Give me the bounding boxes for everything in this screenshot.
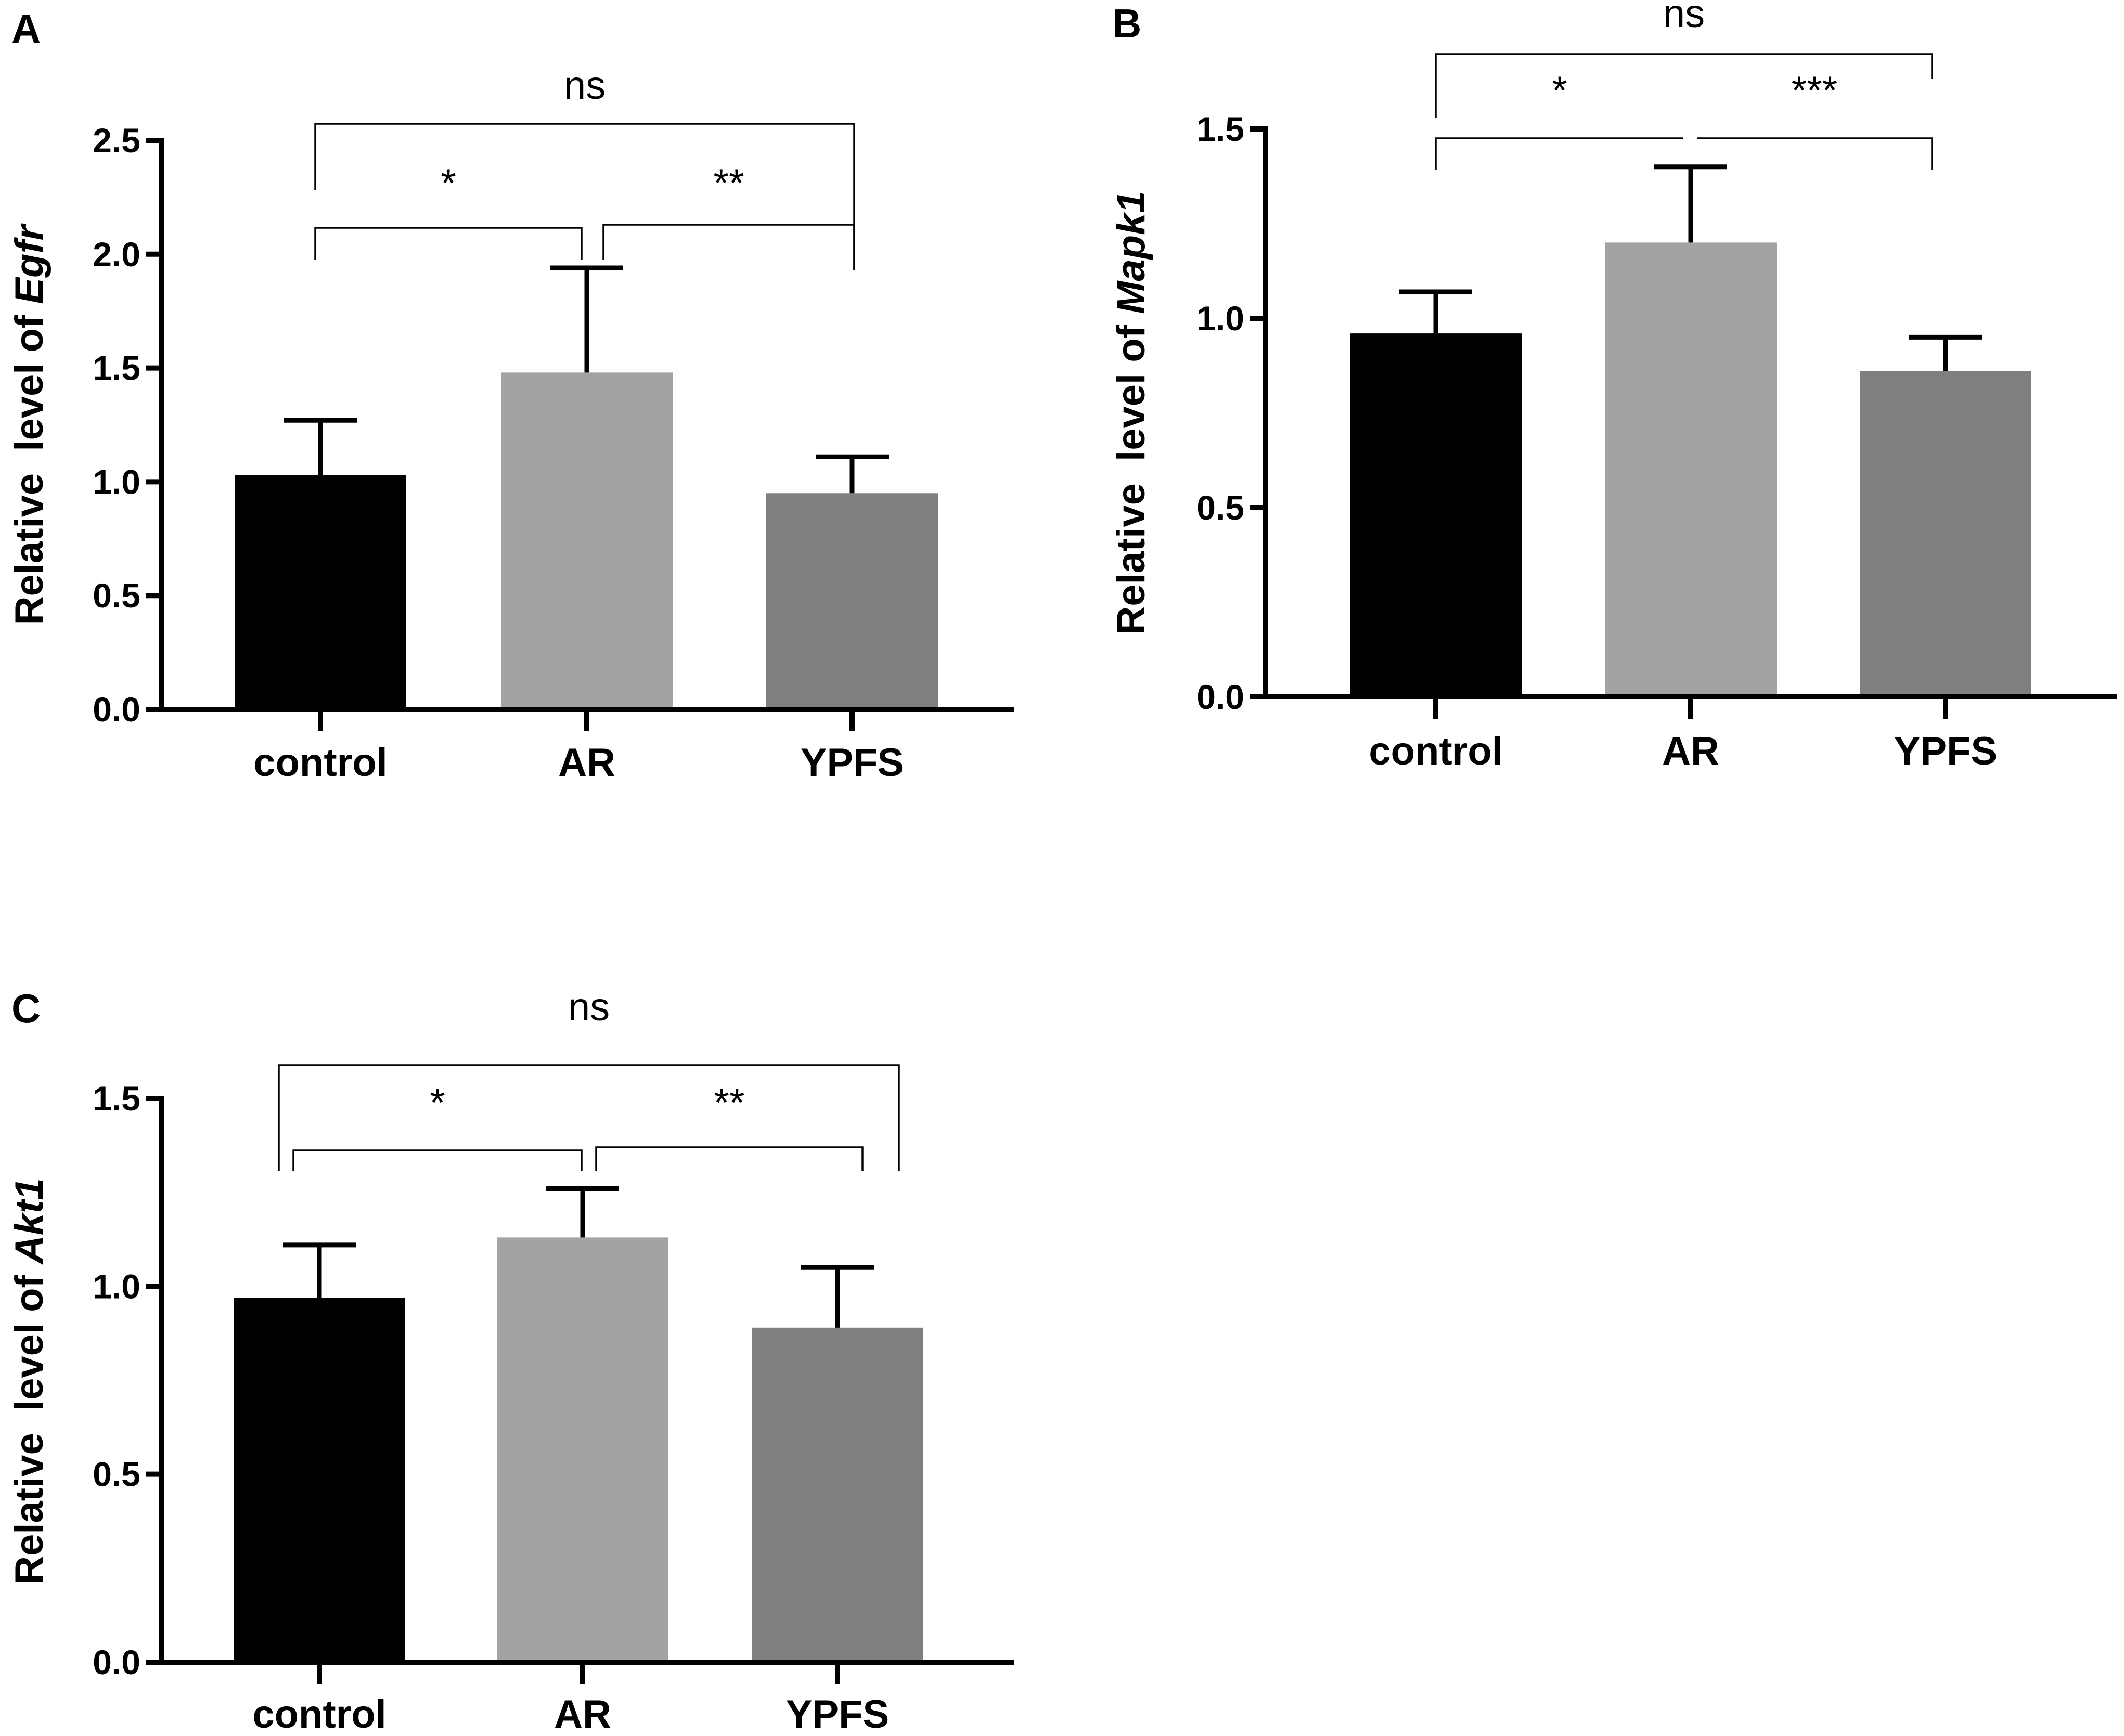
y-axis-label: Relative level of Akt1 (7, 1178, 52, 1584)
significance-label: ** (714, 1081, 744, 1125)
significance-label: ns (568, 985, 610, 1029)
y-axis-label: Relative level of Egfr (7, 223, 52, 625)
y-tick-label: 2.5 (93, 121, 140, 160)
y-tick-label: 1.5 (1196, 110, 1244, 148)
significance-label: * (430, 1081, 445, 1125)
y-axis-label: Relative level of Mapk1 (1109, 191, 1153, 634)
bar-ypfs (752, 1327, 923, 1662)
y-tick-label: 1.5 (93, 1079, 140, 1118)
panel-letter: A (11, 6, 41, 51)
chart-panel-b: B 0.0 0.5 1.0 1.5 control AR YPFS Relative level… (1109, 0, 2117, 773)
gene-name: Mapk1 (1109, 191, 1153, 314)
y-tick-label: 1.5 (93, 349, 140, 387)
significance-bracket (314, 227, 583, 260)
y-tick-label: 1.0 (1196, 299, 1244, 338)
y-tick-label: 1.0 (93, 462, 140, 501)
bar-ar (501, 372, 673, 709)
significance-bracket (602, 224, 855, 270)
x-tick-label: AR (1662, 729, 1719, 773)
x-tick-label: control (253, 741, 388, 785)
y-tick-label: 2.0 (93, 235, 140, 274)
significance-bracket (1697, 137, 1933, 170)
gene-name: Akt1 (7, 1178, 52, 1265)
bar-control (1350, 333, 1522, 697)
significance-bracket (278, 1064, 900, 1171)
significance-bracket (1435, 137, 1683, 170)
panel-letter: B (1112, 1, 1141, 46)
x-tick-label: YPFS (786, 1692, 890, 1736)
y-tick-label: 0.0 (1196, 678, 1244, 716)
significance-label: * (1552, 69, 1567, 113)
bar-ar (497, 1237, 668, 1662)
y-tick-label: 0.5 (93, 576, 140, 615)
x-tick-label: AR (554, 1692, 611, 1736)
y-tick-label: 0.5 (93, 1455, 140, 1494)
x-tick-label: AR (558, 741, 615, 785)
bar-ypfs (1860, 371, 2031, 697)
y-tick-label: 1.0 (93, 1267, 140, 1305)
panel-letter: C (11, 986, 41, 1031)
significance-label: *** (1792, 69, 1838, 113)
y-tick-label: 0.5 (1196, 488, 1244, 527)
significance-label: ns (564, 63, 606, 108)
significance-bracket (1435, 53, 1933, 118)
bar-ar (1605, 242, 1777, 697)
significance-bracket (314, 123, 855, 270)
bar-control (234, 1298, 405, 1662)
significance-label: * (441, 161, 456, 205)
bar-ypfs (766, 493, 938, 709)
x-tick-label: control (1369, 729, 1503, 773)
x-tick-label: control (252, 1692, 387, 1736)
chart-panel-c: C 0.0 0.5 1.0 1.5 control AR YPFS Relative level… (7, 985, 1014, 1736)
x-tick-label: YPFS (801, 741, 904, 785)
y-tick-label: 0.0 (93, 1643, 140, 1681)
gene-name: Egfr (7, 223, 52, 304)
chart-panel-a: A 0.0 0.5 1.0 1.5 2.0 2.5 control AR YPFS Relative… (7, 6, 1014, 785)
significance-label: ** (713, 161, 744, 205)
x-tick-label: YPFS (1894, 729, 1998, 773)
y-tick-label: 0.0 (93, 690, 140, 729)
significance-bracket (292, 1149, 583, 1171)
bar-control (235, 475, 406, 709)
significance-bracket (595, 1146, 864, 1171)
significance-label: ns (1663, 0, 1705, 36)
